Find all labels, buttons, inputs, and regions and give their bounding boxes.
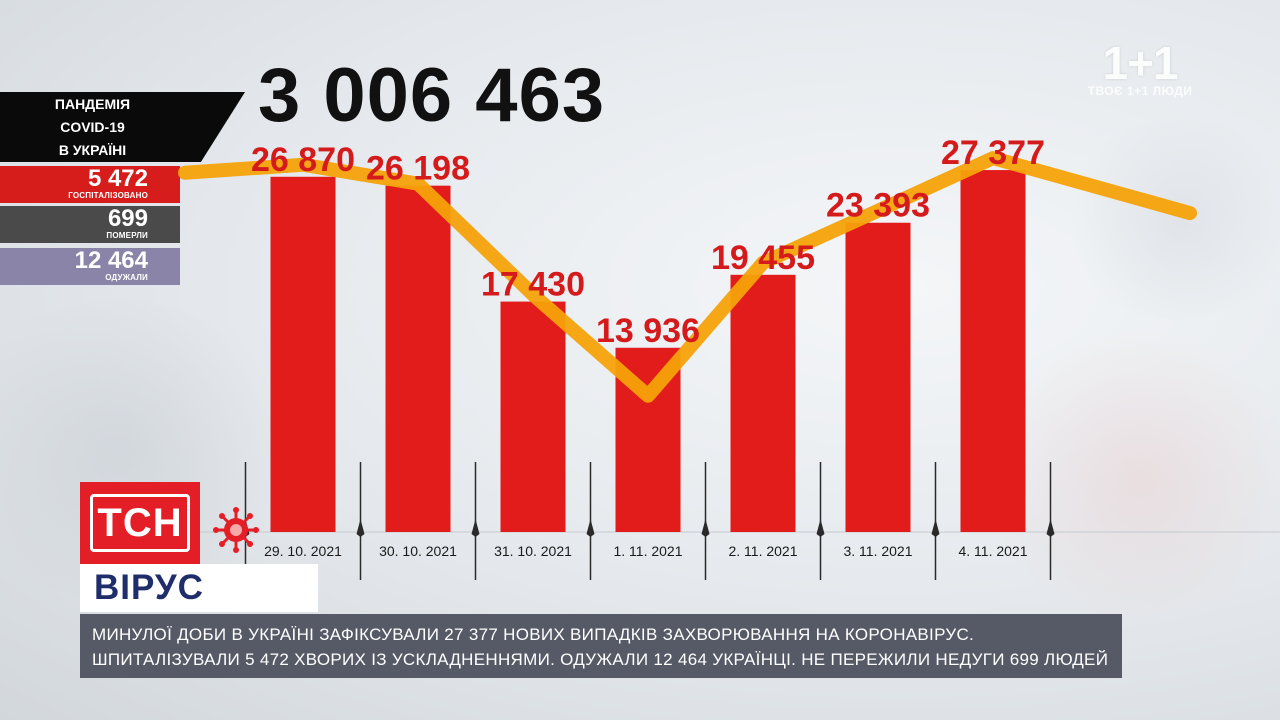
tsn-logo-text: ТСН [90, 494, 190, 552]
stat-recovered: 12 464 ОДУЖАЛИ [0, 248, 180, 285]
panel-title-line: ПАНДЕМІЯ [54, 96, 131, 112]
bar [960, 170, 1026, 533]
stat-recovered-value: 12 464 [74, 247, 148, 274]
category-label: 31. 10. 2021 [494, 543, 572, 559]
bar [385, 185, 451, 532]
category-label: 29. 10. 2021 [264, 543, 342, 559]
tick-diamond [816, 519, 825, 537]
bar [500, 301, 566, 532]
bar [270, 176, 336, 532]
tick-diamond [586, 519, 595, 537]
value-label: 13 936 [596, 312, 700, 350]
stat-hospitalized-label: ГОСПІТАЛІЗОВАНО [68, 191, 148, 200]
channel-logo-sub: ТВОЄ 1+1 ЛЮДИ [1087, 84, 1193, 98]
channel-logo: 1+1 ТВОЄ 1+1 ЛЮДИ [1078, 36, 1202, 98]
tick-diamond [701, 519, 710, 537]
background-blob [1060, 120, 1280, 320]
virus-icon [213, 507, 259, 553]
trend-line [178, 151, 1197, 403]
stat-died: 699 ПОМЕРЛИ [0, 206, 180, 243]
background-blob [980, 330, 1280, 630]
tick-diamond [1046, 519, 1055, 537]
value-label: 26 870 [251, 141, 355, 179]
tsn-logo: ТСН [80, 482, 200, 564]
category-label: 4. 11. 2021 [958, 543, 1027, 559]
panel-title-line: В УКРАЇНІ [58, 142, 127, 158]
category-label: 3. 11. 2021 [843, 543, 912, 559]
value-label: 19 455 [711, 239, 815, 277]
tick-diamond [356, 519, 365, 537]
stat-hospitalized-value: 5 472 [87, 165, 148, 192]
tick-diamond [471, 519, 480, 537]
value-label: 23 393 [826, 187, 930, 225]
value-label: 27 377 [941, 134, 1045, 172]
category-label: 30. 10. 2021 [379, 543, 457, 559]
value-label: 17 430 [481, 266, 585, 304]
value-label: 26 198 [366, 150, 470, 188]
stat-hospitalized: 5 472 ГОСПІТАЛІЗОВАНО [0, 166, 180, 203]
category-label: 1. 11. 2021 [613, 543, 682, 559]
stat-died-label: ПОМЕРЛИ [106, 231, 148, 240]
stat-recovered-label: ОДУЖАЛИ [105, 273, 148, 282]
channel-logo-mark: 1+1 [1102, 37, 1178, 89]
stat-died-value: 699 [107, 205, 148, 232]
category-label: 2. 11. 2021 [728, 543, 797, 559]
bar [730, 274, 796, 532]
news-ticker: МИНУЛОЇ ДОБИ В УКРАЇНІ ЗАФІКСУВАЛИ 27 37… [80, 614, 1122, 678]
headline: ВІРУС АТАКУЄ [80, 564, 318, 655]
total-cases: 3 006 463 [258, 53, 606, 138]
bar [845, 222, 911, 532]
panel-title-line: COVID-19 [60, 119, 125, 135]
panel-title: ПАНДЕМІЯ COVID-19 В УКРАЇНІ [0, 92, 245, 162]
tick-diamond [931, 519, 940, 537]
